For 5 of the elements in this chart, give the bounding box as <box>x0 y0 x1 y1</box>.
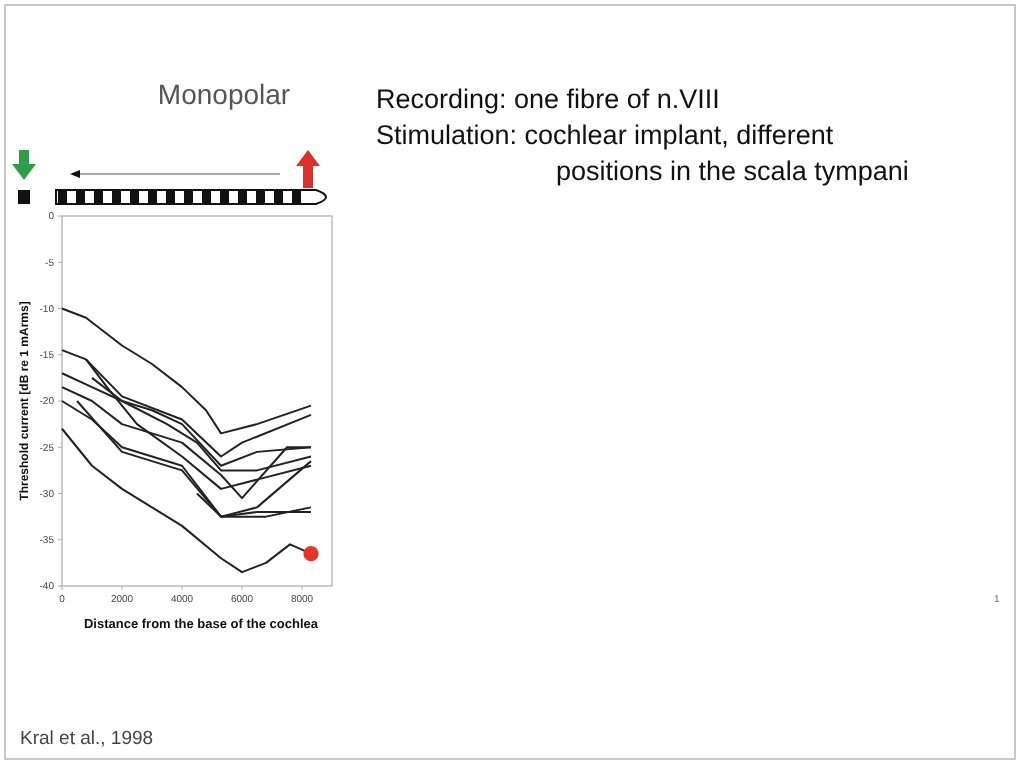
chart-title: Monopolar <box>157 78 291 110</box>
text: positions in the scala tympani <box>556 156 909 186</box>
text: Recording: one fibre of n.VIII <box>376 84 720 114</box>
text: Kral et al., 1998 <box>20 728 154 750</box>
text: Stimulation: cochlear implant, different <box>376 120 834 150</box>
